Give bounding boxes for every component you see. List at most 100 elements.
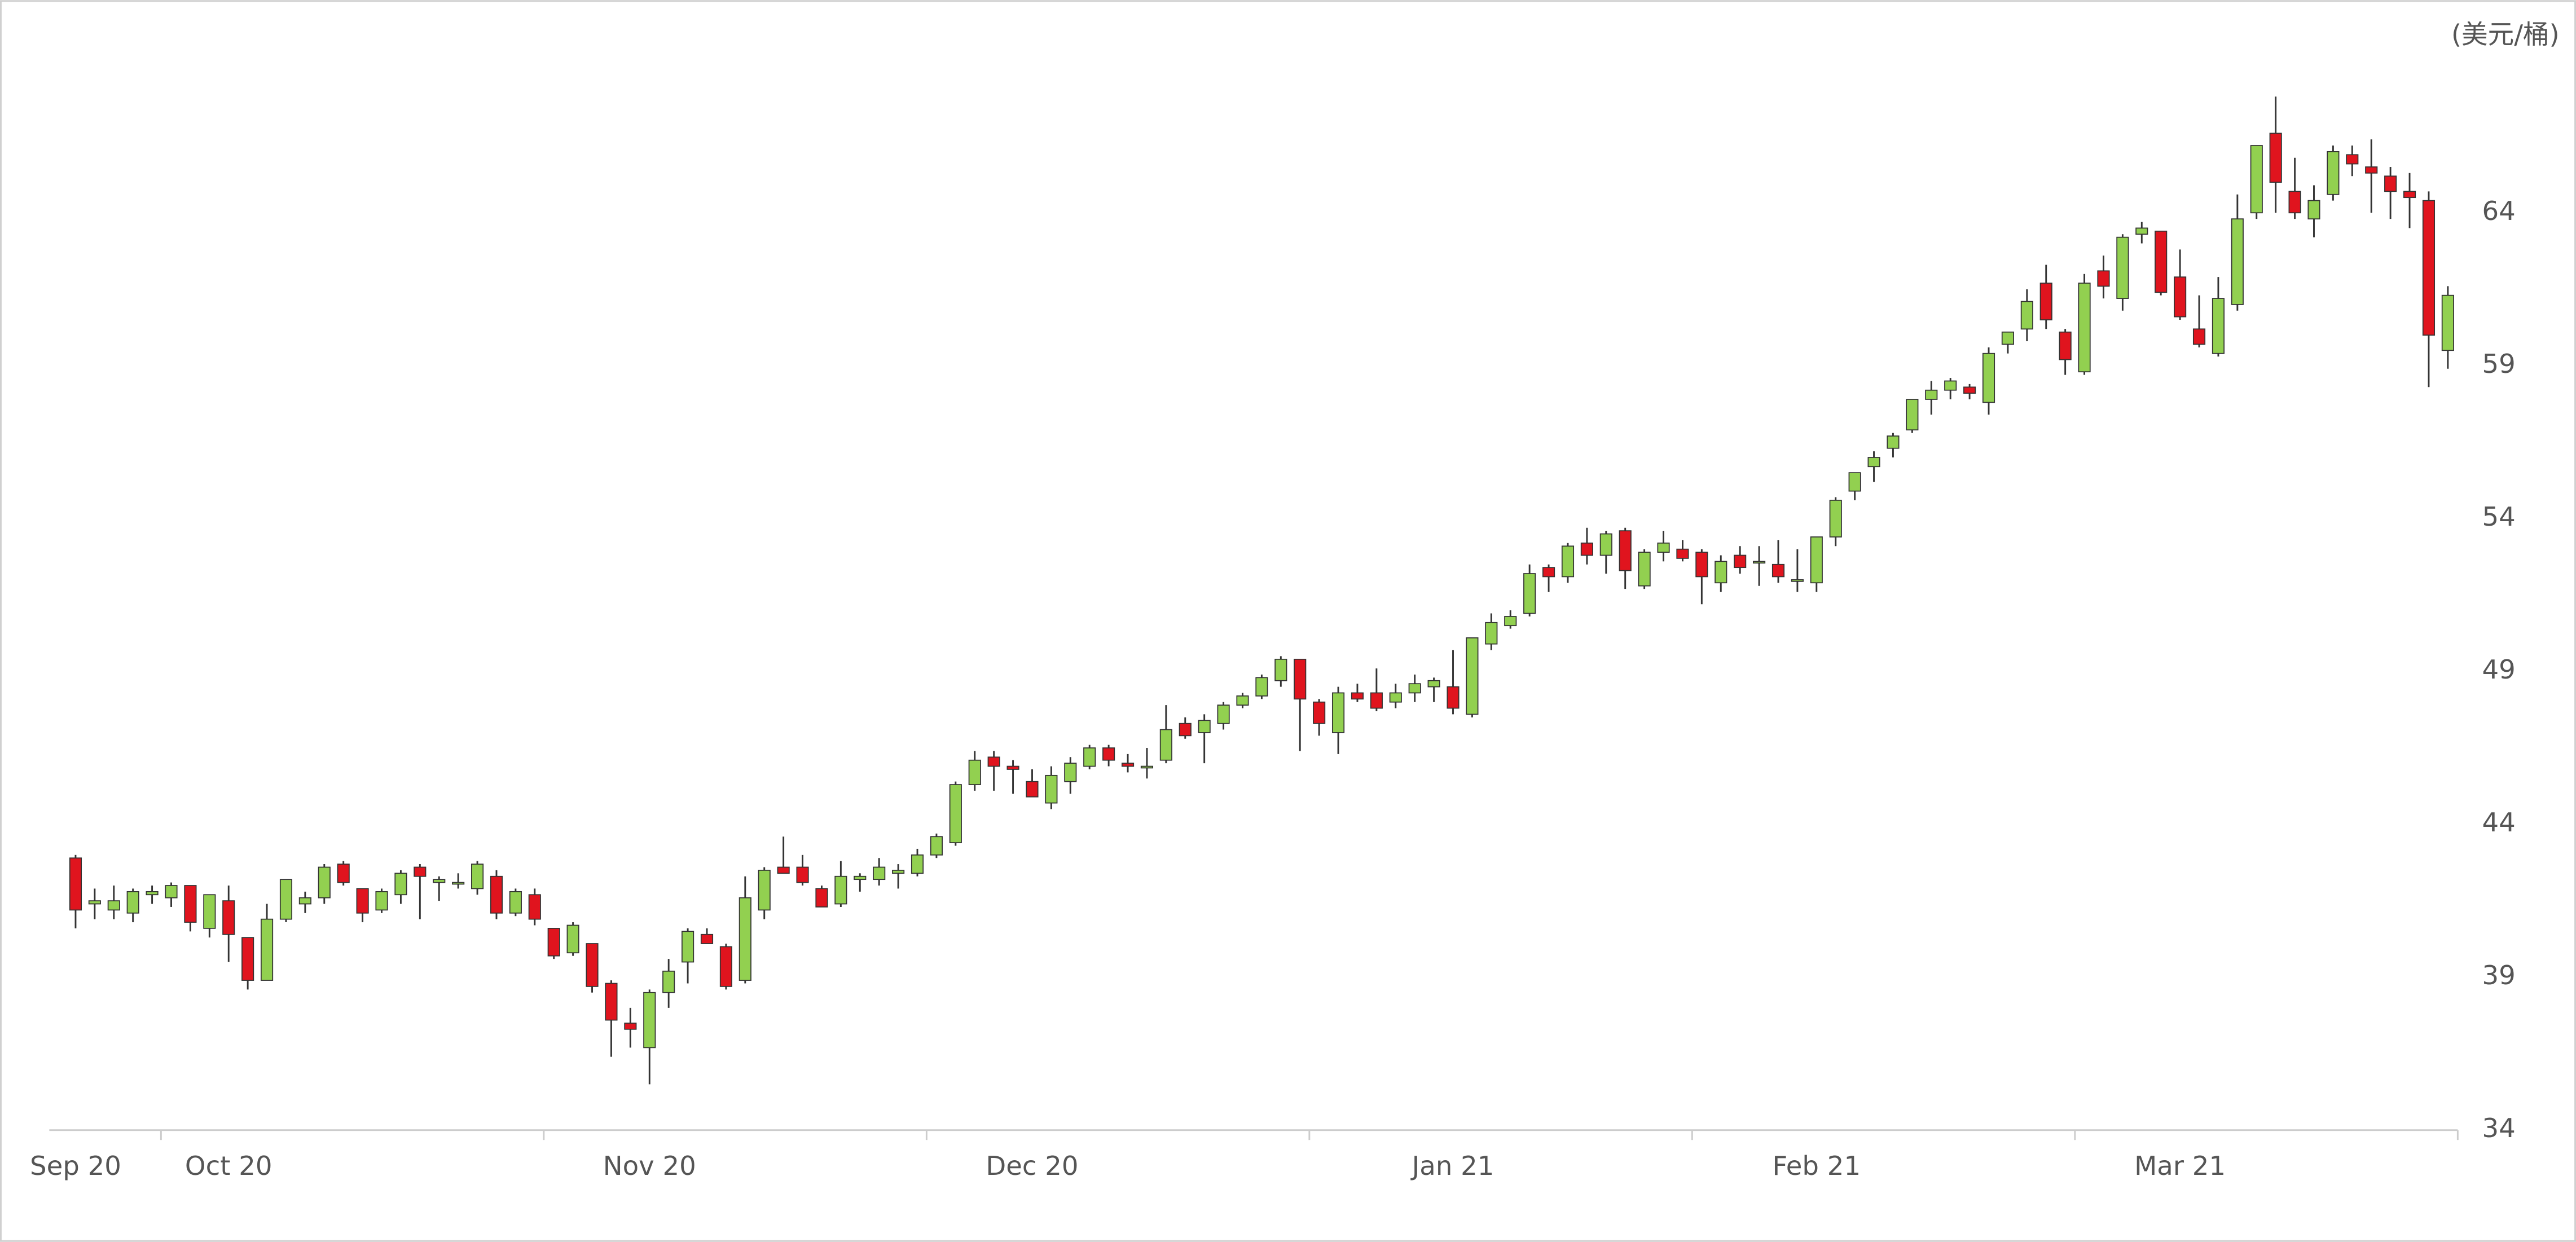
candle-body	[719, 946, 732, 987]
candle-body	[2155, 230, 2168, 293]
candle-body	[2192, 328, 2206, 345]
candle-body	[1313, 701, 1326, 724]
candle-body	[1791, 579, 1804, 582]
candle-body	[471, 864, 484, 889]
candle-body	[1771, 563, 1785, 578]
candle-body	[1715, 561, 1727, 584]
candle-body	[1466, 637, 1479, 715]
candle-body	[1179, 723, 1192, 737]
candle-body	[2135, 227, 2148, 235]
candle-body	[1140, 765, 1154, 769]
candle-body	[2403, 191, 2416, 199]
candle-body	[968, 759, 981, 785]
candle-body	[1370, 692, 1383, 709]
candle-body	[1045, 774, 1058, 804]
candle-body	[1906, 399, 1919, 431]
candle-body	[1198, 720, 1211, 733]
candle-body	[777, 866, 790, 874]
candle-body	[2365, 166, 2378, 174]
candle-body	[1829, 500, 1842, 538]
candle-body	[2307, 200, 2320, 220]
candle-body	[1006, 765, 1019, 770]
candle-body	[911, 854, 924, 874]
candle-body	[873, 866, 886, 880]
candle-body	[1695, 552, 1708, 578]
y-tick-label: 59	[2482, 349, 2515, 379]
candle-body	[2422, 200, 2436, 336]
x-tick-label: Feb 21	[1773, 1151, 1861, 1181]
candle-body	[2097, 270, 2110, 287]
candle-body	[624, 1023, 637, 1030]
candle-body	[1599, 533, 1612, 556]
candle-body	[1447, 686, 1460, 709]
candle-body	[1389, 692, 1402, 703]
candle-body	[107, 900, 120, 911]
candle-body	[260, 918, 274, 981]
candle-body	[586, 943, 599, 987]
candle-body	[1427, 680, 1440, 688]
x-tick-label: Mar 21	[2134, 1151, 2226, 1181]
candle-body	[892, 870, 905, 874]
candle-body	[930, 836, 943, 856]
y-tick-label: 54	[2482, 501, 2515, 532]
candle-body	[834, 875, 847, 905]
candle-body	[949, 784, 962, 843]
candle-body	[509, 891, 522, 914]
candle-body	[987, 756, 1000, 767]
candle-body	[490, 875, 503, 914]
candle-body	[69, 857, 82, 911]
candle-body	[318, 866, 331, 899]
candle-body	[1026, 781, 1039, 798]
candle-body	[758, 870, 771, 911]
candle-body	[1619, 530, 1632, 571]
candle-body	[2039, 283, 2052, 320]
candle-body	[1580, 542, 1593, 556]
y-tick-label: 34	[2482, 1113, 2515, 1143]
candle-body	[2212, 298, 2225, 354]
candle-body	[1542, 567, 1555, 578]
candle-body	[566, 924, 579, 954]
candle-body	[1064, 763, 1077, 782]
candle-body	[1351, 692, 1364, 700]
candle-body	[643, 992, 656, 1049]
candle-body	[1236, 695, 1249, 706]
candle-body	[1523, 573, 1536, 614]
candle-body	[1944, 380, 1957, 391]
candle-body	[2384, 175, 2397, 192]
candle-body	[165, 885, 178, 899]
candle-body	[2059, 331, 2072, 360]
candle-body	[1083, 747, 1096, 767]
candle-body	[738, 897, 751, 981]
candle-body	[2327, 151, 2340, 195]
y-tick-label: 49	[2482, 654, 2515, 685]
candle-body	[528, 894, 541, 920]
y-tick-label: 39	[2482, 960, 2515, 990]
candle-body	[1657, 542, 1670, 553]
y-tick-label: 44	[2482, 807, 2515, 838]
candle-body	[1121, 763, 1135, 767]
candle-body	[1485, 622, 1498, 645]
candle-body	[815, 888, 828, 908]
candle-body	[1217, 704, 1230, 724]
x-tick-label: Nov 20	[603, 1151, 696, 1181]
candle-body	[1638, 552, 1651, 587]
candle-body	[375, 891, 388, 911]
candle-body	[298, 897, 311, 905]
candle-body	[1159, 729, 1172, 761]
candle-body	[279, 879, 293, 920]
candle-body	[1867, 457, 1880, 468]
candle-body	[146, 891, 159, 896]
candle-body	[414, 866, 427, 877]
candle-body	[2078, 283, 2091, 373]
candle-body	[2250, 145, 2263, 214]
candle-body	[241, 937, 254, 981]
candle-body	[203, 894, 216, 929]
candle-body	[1102, 747, 1115, 761]
candle-body	[662, 970, 675, 993]
candle-body	[337, 864, 350, 883]
candle-body	[1925, 389, 1938, 400]
candle-body	[1255, 677, 1268, 697]
candle-body	[1963, 386, 1976, 394]
